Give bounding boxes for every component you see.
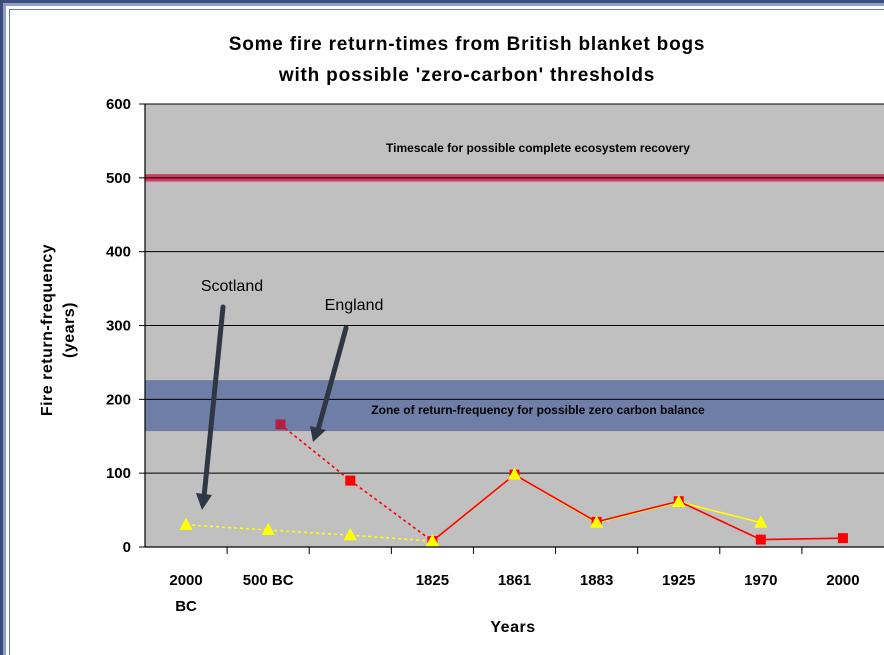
chart-subtitle: with possible 'zero-carbon' thresholds: [278, 65, 655, 86]
series-0-point-top-3: [425, 534, 439, 547]
series-1-segment-3: [431, 474, 516, 542]
series-1-point-6: [755, 534, 766, 545]
x-tick-label-0: 2000: [169, 572, 202, 589]
series-1-segment-2: [349, 479, 433, 542]
x-tick-label-7: 1970: [744, 572, 777, 589]
series-0-point-top-2: [343, 528, 357, 541]
y-tick-label-3: 300: [106, 318, 131, 335]
series-0-point-top-7: [754, 515, 768, 528]
x-tick-label-0-line2: BC: [175, 598, 197, 615]
series-0-segment-2: [268, 529, 351, 536]
y-axis-title: Fire return-frequency (years): [39, 244, 78, 416]
y-tick-label-1: 100: [106, 465, 131, 482]
series-0-segment-1: [186, 524, 269, 531]
x-tick-label-4: 1861: [498, 572, 531, 589]
y-tick-label-5: 500: [106, 170, 131, 187]
chart-title: Some fire return-times from British blan…: [229, 34, 706, 55]
england-label: England: [325, 297, 384, 314]
series-1-point-7: [837, 533, 848, 544]
series-0-segment-3: [350, 534, 433, 542]
y-tick-label-6: 600: [106, 96, 131, 113]
x-tick-label-5: 1883: [580, 572, 613, 589]
x-tick-label-6: 1925: [662, 572, 695, 589]
england-arrow: [310, 325, 349, 442]
y-axis-title-line2: (years): [61, 302, 78, 358]
series-1-segment-7: [760, 537, 843, 541]
series-0-point-top-5: [590, 515, 604, 528]
x-tick-label-1: 500 BC: [243, 572, 294, 589]
y-axis-title-line1: Fire return-frequency: [39, 244, 56, 416]
series-0-point-top-4: [508, 467, 521, 480]
band-label-0: Timescale for possible complete ecosyste…: [386, 141, 690, 155]
series-1-point-1: [345, 475, 356, 486]
band-1: [145, 380, 884, 432]
x-tick-label-8: 2000: [826, 572, 859, 589]
y-tick-label-2: 200: [106, 391, 131, 408]
series-1-point-0: [275, 419, 286, 430]
y-tick-label-4: 400: [106, 244, 131, 261]
series-0-point-top-1: [261, 523, 275, 536]
series-1-segment-6: [678, 500, 762, 541]
x-tick-label-3: 1825: [416, 572, 449, 589]
y-tick-label-0: 0: [123, 539, 131, 556]
series-1-segment-4: [514, 473, 598, 523]
band-label-1: Zone of return-frequency for possible ze…: [371, 403, 705, 417]
series-1-segment-5: [596, 500, 679, 523]
x-axis-title: Years: [490, 619, 535, 636]
series-1-segment-1: [279, 423, 351, 482]
series-0-point-top-6: [672, 494, 686, 507]
scotland-arrow: [196, 304, 226, 510]
scotland-label: Scotland: [201, 278, 263, 295]
series-0-point-top-0: [179, 517, 193, 530]
series-0-segment-7: [678, 501, 762, 524]
